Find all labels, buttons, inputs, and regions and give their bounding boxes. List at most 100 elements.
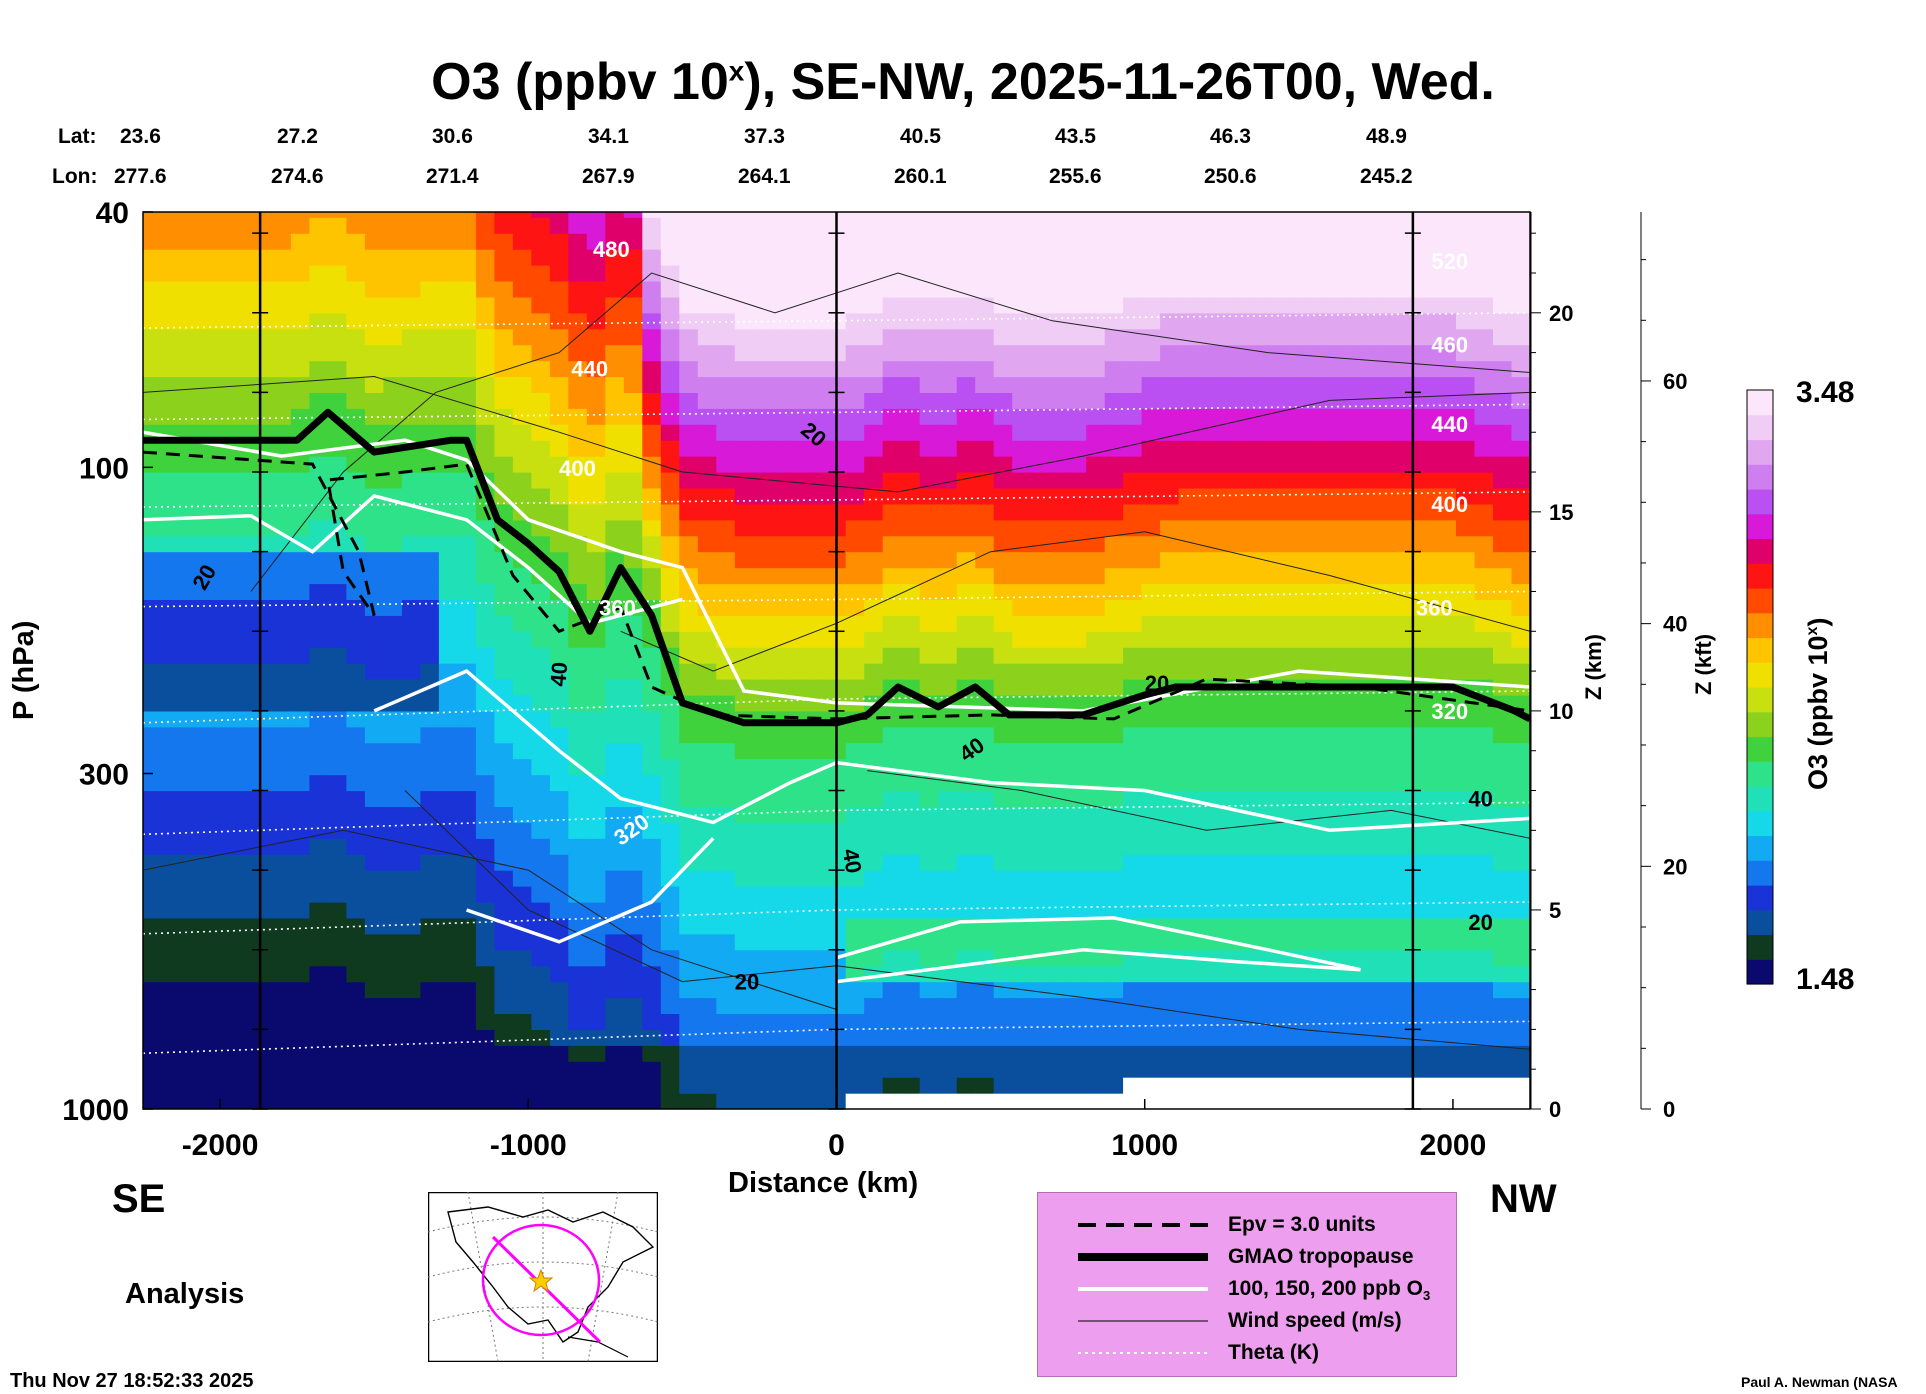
ozone-cell xyxy=(1049,1061,1069,1078)
ozone-cell xyxy=(1123,265,1143,282)
ozone-cell xyxy=(771,551,791,569)
ozone-cell xyxy=(383,376,403,393)
ozone-cell xyxy=(1178,472,1198,489)
ozone-cell xyxy=(1456,281,1476,298)
ozone-cell xyxy=(272,599,292,616)
ozone-cell xyxy=(845,312,865,330)
ozone-cell xyxy=(586,265,606,282)
ozone-cell xyxy=(1234,599,1254,616)
ozone-cell xyxy=(290,265,310,282)
ozone-cell xyxy=(1234,647,1254,664)
ozone-cell xyxy=(383,360,403,378)
ozone-cell xyxy=(1234,551,1254,569)
ozone-cell xyxy=(697,519,717,537)
ozone-cell xyxy=(1437,212,1457,218)
ozone-cell xyxy=(327,1093,347,1109)
ozone-cell xyxy=(272,949,292,967)
ozone-cell xyxy=(1141,456,1161,473)
ozone-cell xyxy=(1067,949,1087,967)
ozone-cell xyxy=(1123,838,1143,855)
ozone-cell xyxy=(198,1093,218,1109)
ozone-cell xyxy=(1012,344,1032,362)
ozone-cell xyxy=(1012,1077,1032,1094)
ozone-cell xyxy=(845,886,865,903)
ozone-cell xyxy=(938,249,958,266)
ozone-cell xyxy=(734,1061,754,1078)
ozone-cell xyxy=(1456,726,1476,744)
ozone-cell xyxy=(346,870,366,887)
ozone-cell xyxy=(401,822,421,839)
ozone-cell xyxy=(512,870,532,887)
ozone-cell xyxy=(1086,631,1106,648)
ozone-cell xyxy=(845,806,865,823)
ozone-cell xyxy=(161,742,181,760)
ozone-cell xyxy=(975,870,995,887)
ozone-cell xyxy=(143,551,163,569)
ozone-cell xyxy=(568,170,587,187)
ozone-cell xyxy=(734,902,754,919)
ozone-cell xyxy=(143,710,163,728)
ozone-cell xyxy=(956,360,976,378)
ozone-cell xyxy=(790,360,810,378)
ozone-cell xyxy=(771,742,791,760)
ozone-cell xyxy=(457,360,477,378)
ozone-cell xyxy=(568,519,588,537)
ozone-cell xyxy=(938,599,958,616)
ozone-cell xyxy=(790,981,810,999)
ozone-cell xyxy=(1067,1061,1087,1078)
ozone-cell xyxy=(586,774,606,792)
ozone-cell xyxy=(1234,170,1253,187)
ozone-cell xyxy=(697,233,717,250)
ozone-cell xyxy=(531,679,551,696)
ozone-cell xyxy=(1049,249,1069,266)
ozone-cell xyxy=(1104,599,1124,616)
ozone-cell xyxy=(845,870,865,887)
ozone-cell xyxy=(1141,870,1161,887)
ozone-cell xyxy=(162,170,181,187)
ozone-cell xyxy=(1178,360,1198,378)
ozone-cell xyxy=(956,822,976,839)
ozone-cell xyxy=(845,1045,865,1062)
ozone-cell xyxy=(1067,886,1087,903)
ozone-cell xyxy=(679,265,699,282)
ozone-cell xyxy=(975,519,995,537)
ozone-cell xyxy=(401,997,421,1014)
z-km-tick-label: 5 xyxy=(1549,898,1561,923)
ozone-cell xyxy=(1178,296,1198,314)
ozone-cell xyxy=(771,456,791,473)
theta-label: 360 xyxy=(599,595,636,620)
ozone-cell xyxy=(1012,822,1032,839)
ozone-cell xyxy=(420,870,440,887)
ozone-cell xyxy=(254,917,274,935)
ozone-cell xyxy=(1271,981,1291,999)
ozone-cell xyxy=(1012,503,1032,521)
colorbar-swatch xyxy=(1747,439,1773,465)
ozone-cell xyxy=(993,663,1013,680)
ozone-cell xyxy=(938,170,957,187)
ozone-cell xyxy=(512,424,532,441)
ozone-cell xyxy=(236,170,255,187)
ozone-cell xyxy=(642,1013,662,1030)
ozone-cell xyxy=(1234,376,1254,393)
theta-label: 460 xyxy=(1431,333,1468,358)
ozone-cell xyxy=(864,583,884,600)
ozone-cell xyxy=(605,663,625,680)
ozone-cell xyxy=(1049,679,1069,696)
ozone-cell xyxy=(494,185,513,202)
ozone-cell xyxy=(790,154,809,171)
ozone-cell xyxy=(716,360,736,378)
ozone-cell xyxy=(1345,886,1365,903)
ozone-cell xyxy=(475,631,495,648)
ozone-cell xyxy=(1067,870,1087,887)
ozone-cell xyxy=(993,599,1013,616)
ozone-cell xyxy=(1160,424,1180,441)
ozone-cell xyxy=(383,997,403,1014)
ozone-cell xyxy=(327,726,347,744)
ozone-cell xyxy=(1400,965,1420,983)
ozone-cell xyxy=(1067,726,1087,744)
ozone-cell xyxy=(882,902,902,919)
ozone-cell xyxy=(1345,1013,1365,1030)
ozone-cell xyxy=(1345,296,1365,314)
ozone-cell xyxy=(438,631,458,648)
ozone-cell xyxy=(642,774,662,792)
